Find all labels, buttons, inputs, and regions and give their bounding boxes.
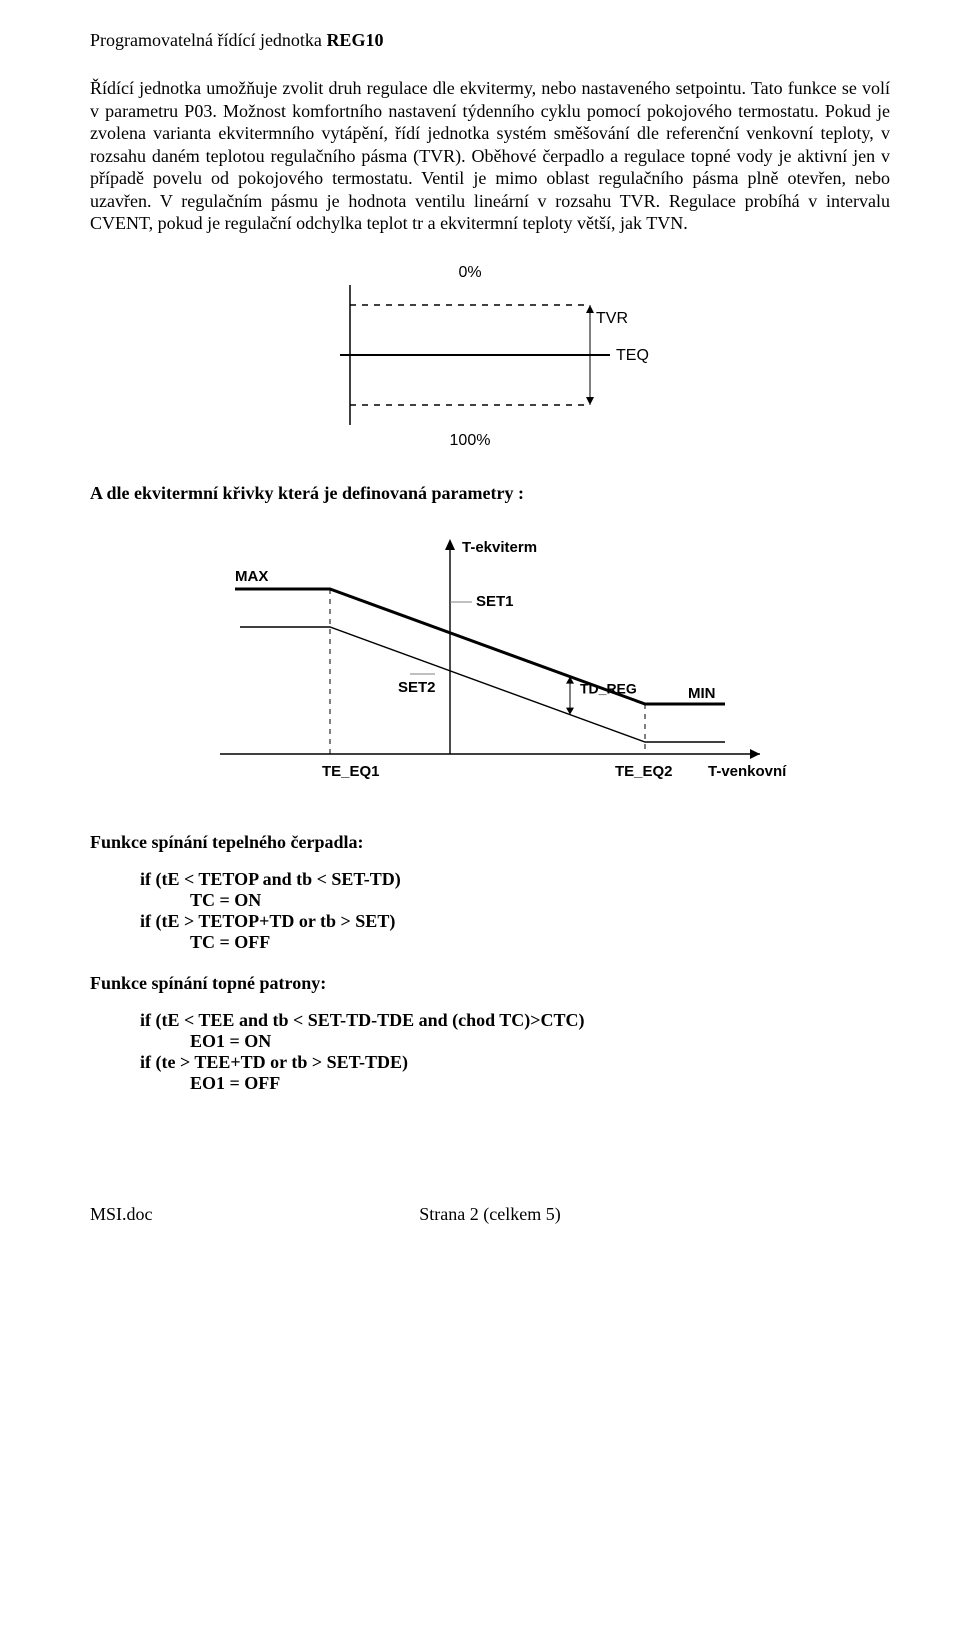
heading-heater: Funkce spínání topné patrony: <box>90 973 890 994</box>
svg-text:TVR: TVR <box>596 310 628 327</box>
svg-text:100%: 100% <box>450 432 491 449</box>
svg-text:TEQ: TEQ <box>616 347 649 364</box>
code-pump: if (tE < TETOP and tb < SET-TD) TC = ON … <box>90 869 890 953</box>
code-line: if (te > TEE+TD or tb > SET-TDE) <box>140 1052 890 1073</box>
footer-filename: MSI.doc <box>90 1204 153 1225</box>
svg-text:MIN: MIN <box>688 685 716 702</box>
page-footer: MSI.doc Strana 2 (celkem 5) <box>90 1204 890 1228</box>
svg-text:SET1: SET1 <box>476 593 514 610</box>
svg-text:T-venkovní: T-venkovní <box>708 763 787 780</box>
main-paragraph: Řídící jednotka umožňuje zvolit druh reg… <box>90 77 890 235</box>
code-line: if (tE > TETOP+TD or tb > SET) <box>140 911 890 932</box>
svg-text:T-ekviterm: T-ekviterm <box>462 539 537 556</box>
code-heater: if (tE < TEE and tb < SET-TD-TDE and (ch… <box>90 1010 890 1094</box>
svg-text:0%: 0% <box>458 264 481 281</box>
regulation-band-diagram: 0% TVR TEQ 100% <box>310 255 670 455</box>
svg-text:TD_REG: TD_REG <box>580 680 637 696</box>
svg-text:TE_EQ2: TE_EQ2 <box>615 763 673 780</box>
code-line: if (tE < TEE and tb < SET-TD-TDE and (ch… <box>140 1010 890 1031</box>
svg-text:SET2: SET2 <box>398 679 436 696</box>
code-line: TC = OFF <box>190 932 890 953</box>
svg-text:TE_EQ1: TE_EQ1 <box>322 763 380 780</box>
code-line: EO1 = OFF <box>190 1073 890 1094</box>
page-header: Programovatelná řídící jednotka REG10 <box>90 30 890 51</box>
heading-pump: Funkce spínání tepelného čerpadla: <box>90 832 890 853</box>
header-bold: REG10 <box>326 30 383 50</box>
svg-text:MAX: MAX <box>235 568 268 585</box>
subheading-ekviterm: A dle ekvitermní křivky která je definov… <box>90 483 890 504</box>
ekviterm-curve-diagram: T-ekviterm T-venkovní MAX MIN SET1 SET2 TD_REG… <box>180 524 800 804</box>
code-line: EO1 = ON <box>190 1031 890 1052</box>
code-line: if (tE < TETOP and tb < SET-TD) <box>140 869 890 890</box>
header-plain: Programovatelná řídící jednotka <box>90 30 326 50</box>
code-line: TC = ON <box>190 890 890 911</box>
footer-page-number: Strana 2 (celkem 5) <box>419 1204 560 1225</box>
